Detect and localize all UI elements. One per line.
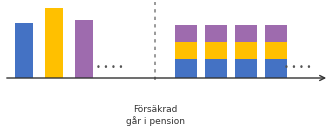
Bar (235, 25, 257, 42)
Bar (75, 20, 93, 78)
Bar (265, 25, 287, 42)
Text: • • • •: • • • • (284, 63, 312, 72)
Bar (175, 42, 197, 59)
Bar (15, 23, 33, 78)
Bar (175, 59, 197, 78)
Bar (205, 42, 227, 59)
Bar (235, 59, 257, 78)
Text: • • • •: • • • • (96, 63, 124, 72)
Bar (45, 8, 63, 78)
Bar (265, 59, 287, 78)
Bar (235, 42, 257, 59)
Text: Försäkrad
går i pension: Försäkrad går i pension (126, 105, 184, 126)
Bar (175, 25, 197, 42)
Bar (265, 42, 287, 59)
Bar (205, 25, 227, 42)
Bar (205, 59, 227, 78)
